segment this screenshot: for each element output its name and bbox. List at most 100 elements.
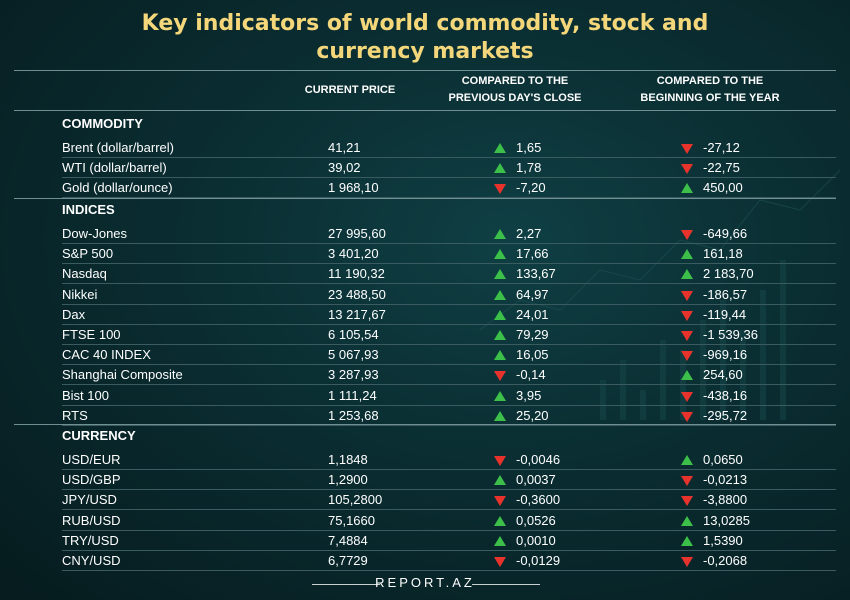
- row-name: Gold (dollar/ounce): [62, 180, 173, 196]
- change-beginning-year: -27,12: [703, 140, 740, 155]
- row-name: USD/GBP: [62, 472, 121, 488]
- page-title-line1: Key indicators of world commodity, stock…: [141, 11, 709, 36]
- triangle-up-icon: [494, 249, 506, 260]
- section-title: INDICES: [62, 202, 115, 217]
- change-beginning-year: -119,44: [703, 306, 747, 322]
- row-divider: [62, 364, 836, 366]
- table-row: CAC 40 INDEX 5 067,93 16,05 -969,16: [14, 345, 836, 366]
- row-name: JPY/USD: [62, 492, 117, 508]
- table-row: Bist 100 1 111,24 3,95 -438,16: [14, 386, 836, 406]
- row-name: CAC 40 INDEX: [62, 347, 151, 363]
- triangle-up-icon: [494, 390, 506, 401]
- row-name: Nikkei: [62, 286, 98, 302]
- triangle-up-icon: [681, 249, 693, 260]
- row-divider: [62, 283, 836, 285]
- triangle-up-icon: [681, 455, 693, 465]
- change-previous-day: -0,3600: [516, 492, 561, 508]
- row-divider: [62, 323, 836, 325]
- triangle-up-icon: [494, 330, 506, 340]
- triangle-down-icon: [681, 164, 693, 175]
- current-price: 75,1660: [328, 512, 375, 528]
- column-header-beginning-year: COMPARED TO THE BEGINNING OF THE YEAR: [640, 75, 780, 104]
- row-divider: [62, 243, 836, 244]
- table-row: USD/EUR 1,1848 -0,0046 0,0650: [14, 450, 836, 470]
- page-title: Key indicators of world commodity, stock…: [0, 10, 850, 66]
- change-previous-day: 1,65: [516, 140, 542, 155]
- column-header-current-price: CURRENT PRICE: [304, 84, 396, 96]
- row-divider: [62, 263, 836, 265]
- change-previous-day: 0,0526: [516, 512, 556, 528]
- table-row: RTS 1 253,68 25,20 -295,72: [14, 406, 836, 426]
- triangle-down-icon: [494, 496, 506, 507]
- row-divider: [62, 157, 836, 158]
- change-previous-day: 0,0010: [516, 532, 556, 548]
- triangle-down-icon: [681, 411, 693, 422]
- table-row: Shanghai Composite 3 287,93 -0,14 254,60: [14, 365, 836, 386]
- row-name: USD/EUR: [62, 452, 121, 467]
- change-beginning-year: 13,0285: [703, 512, 750, 528]
- footer-brand: REPORT.AZ: [375, 575, 475, 590]
- table-row: S&P 500 3 401,20 17,66 161,18: [14, 244, 836, 265]
- triangle-down-icon: [681, 476, 693, 487]
- row-name: WTI (dollar/barrel): [62, 160, 167, 176]
- change-previous-day: 1,78: [516, 160, 542, 176]
- change-beginning-year: -3,8800: [703, 492, 748, 508]
- triangle-up-icon: [681, 269, 693, 280]
- change-previous-day: 16,05: [516, 347, 549, 363]
- row-divider: [62, 570, 836, 571]
- table-row: Dow-Jones 27 995,60 2,27 -649,66: [14, 224, 836, 244]
- section-title: CURRENCY: [62, 428, 136, 443]
- current-price: 1 111,24: [328, 387, 377, 403]
- change-beginning-year: -969,16: [703, 347, 748, 363]
- change-previous-day: 79,29: [516, 327, 549, 342]
- triangle-up-icon: [494, 229, 506, 239]
- row-name: S&P 500: [62, 246, 114, 262]
- change-beginning-year: -0,2068: [703, 553, 748, 568]
- change-beginning-year: -186,57: [703, 286, 748, 302]
- table-row: TRY/USD 7,4884 0,0010 1,5390: [14, 531, 836, 551]
- triangle-up-icon: [494, 350, 506, 361]
- table-row: FTSE 100 6 105,54 79,29 -1 539,36: [14, 325, 836, 345]
- current-price: 27 995,60: [328, 226, 386, 241]
- column-header-previous-day: COMPARED TO THE PREVIOUS DAY'S CLOSE: [448, 75, 582, 104]
- triangle-up-icon: [494, 309, 506, 320]
- current-price: 13 217,67: [328, 306, 386, 322]
- header-bottom-divider: [14, 110, 836, 111]
- change-beginning-year: 1,5390: [703, 532, 743, 548]
- change-previous-day: 133,67: [516, 266, 556, 282]
- current-price: 1,2900: [328, 472, 368, 488]
- current-price: 1 968,10: [328, 180, 379, 196]
- triangle-up-icon: [494, 410, 506, 421]
- triangle-up-icon: [494, 163, 506, 174]
- triangle-up-icon: [681, 183, 693, 194]
- row-divider: [62, 549, 836, 551]
- row-divider: [62, 509, 836, 511]
- table-row: JPY/USD 105,2800 -0,3600 -3,8800: [14, 490, 836, 511]
- row-divider: [62, 404, 836, 406]
- row-name: RTS: [62, 407, 88, 423]
- current-price: 1 253,68: [328, 407, 379, 423]
- change-previous-day: 25,20: [516, 407, 549, 423]
- triangle-down-icon: [681, 351, 693, 362]
- row-divider: [62, 303, 836, 305]
- row-name: Shanghai Composite: [62, 367, 183, 383]
- triangle-up-icon: [494, 515, 506, 526]
- change-beginning-year: -1 539,36: [703, 327, 758, 342]
- change-previous-day: 2,27: [516, 226, 542, 241]
- table-row: Brent (dollar/barrel) 41,21 1,65 -27,12: [14, 138, 836, 158]
- change-beginning-year: -0,0213: [703, 472, 748, 488]
- change-beginning-year: 450,00: [703, 180, 743, 196]
- current-price: 1,1848: [328, 452, 368, 467]
- triangle-up-icon: [494, 475, 506, 486]
- triangle-down-icon: [494, 371, 506, 382]
- change-previous-day: -0,0046: [516, 452, 561, 467]
- change-previous-day: 0,0037: [516, 472, 556, 488]
- table-row: RUB/USD 75,1660 0,0526 13,0285: [14, 511, 836, 531]
- change-previous-day: -0,14: [516, 367, 546, 383]
- table-row: WTI (dollar/barrel) 39,02 1,78 -22,75: [14, 158, 836, 179]
- triangle-down-icon: [681, 557, 693, 567]
- current-price: 6,7729: [328, 553, 368, 568]
- current-price: 11 190,32: [328, 266, 385, 282]
- table-row: Nikkei 23 488,50 64,97 -186,57: [14, 285, 836, 305]
- table-row: CNY/USD 6,7729 -0,0129 -0,2068: [14, 551, 836, 571]
